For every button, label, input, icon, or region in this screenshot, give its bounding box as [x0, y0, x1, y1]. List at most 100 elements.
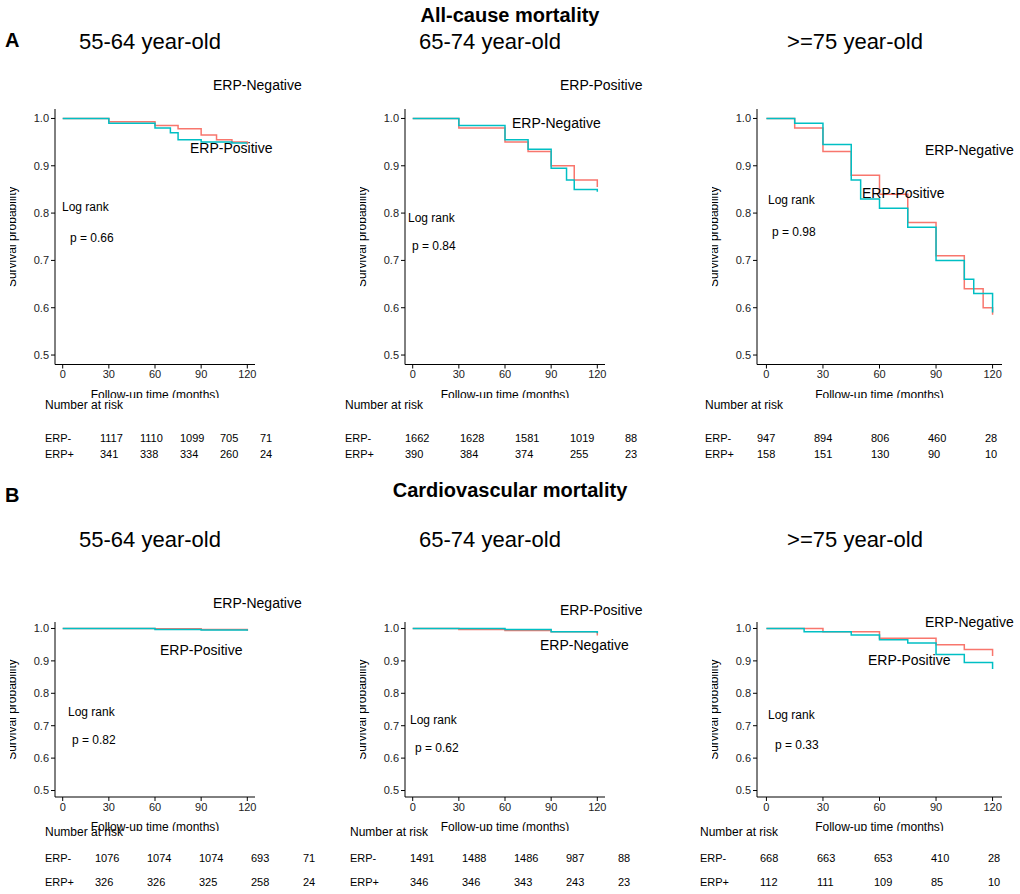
html-text:ERP-Positive: ERP-Positive [160, 642, 243, 658]
svg-text:1.0: 1.0 [384, 112, 399, 124]
svg-text:0.6: 0.6 [34, 752, 49, 764]
svg-text:0: 0 [763, 368, 769, 380]
svg-text:90: 90 [545, 800, 557, 812]
html-text:ERP-Negative: ERP-Negative [925, 614, 1014, 630]
svg-text:0.8: 0.8 [736, 206, 751, 218]
svg-text:0.7: 0.7 [736, 254, 751, 266]
svg-text:0.6: 0.6 [736, 752, 751, 764]
svg-text:90: 90 [195, 368, 207, 380]
svg-text:1.0: 1.0 [34, 622, 49, 634]
svg-text:0.5: 0.5 [736, 784, 751, 796]
svg-text:0.7: 0.7 [384, 254, 399, 266]
svg-text:0.5: 0.5 [384, 348, 399, 360]
html-text:55-64 year-old: 55-64 year-old [79, 527, 221, 552]
svg-text:120: 120 [983, 800, 1001, 812]
svg-text:90: 90 [930, 368, 942, 380]
html-text:B: B [5, 483, 20, 506]
svg-text:1.0: 1.0 [736, 112, 751, 124]
svg-text:0.9: 0.9 [384, 159, 399, 171]
svg-text:Follow-up time (months): Follow-up time (months) [815, 820, 944, 831]
svg-text:30: 30 [817, 800, 829, 812]
html-text:>=75 year-old: >=75 year-old [787, 527, 923, 552]
html-text:ERP-Negative: ERP-Negative [512, 115, 601, 131]
svg-text:Survival probability: Survival probability [10, 186, 19, 287]
svg-text:0.6: 0.6 [34, 301, 49, 313]
svg-text:120: 120 [983, 368, 1001, 380]
svg-text:120: 120 [238, 800, 256, 812]
svg-text:30: 30 [817, 368, 829, 380]
svg-text:0.6: 0.6 [736, 301, 751, 313]
svg-text:Follow-up time (months): Follow-up time (months) [441, 387, 570, 398]
svg-text:60: 60 [149, 800, 161, 812]
svg-text:0: 0 [763, 800, 769, 812]
svg-text:0.9: 0.9 [34, 159, 49, 171]
svg-text:Follow-up time (months): Follow-up time (months) [91, 387, 220, 398]
svg-text:Survival probability: Survival probability [360, 186, 369, 287]
svg-text:0.8: 0.8 [34, 206, 49, 218]
html-text:55-64 year-old: 55-64 year-old [79, 29, 221, 54]
svg-text:30: 30 [103, 800, 115, 812]
svg-text:Follow-up time (months): Follow-up time (months) [815, 387, 944, 398]
html-text:A: A [5, 28, 20, 51]
html-text:ERP-Positive: ERP-Positive [862, 185, 945, 201]
svg-text:0.6: 0.6 [384, 752, 399, 764]
svg-text:90: 90 [930, 800, 942, 812]
html-text:>=75 year-old: >=75 year-old [787, 29, 923, 54]
svg-text:0.9: 0.9 [34, 654, 49, 666]
html-text:All-cause mortality: All-cause mortality [420, 3, 600, 26]
svg-text:0.8: 0.8 [384, 206, 399, 218]
svg-text:0.7: 0.7 [34, 254, 49, 266]
svg-text:Survival probability: Survival probability [712, 659, 721, 760]
svg-text:Survival probability: Survival probability [10, 659, 19, 760]
svg-text:60: 60 [499, 368, 511, 380]
svg-text:0.9: 0.9 [736, 654, 751, 666]
svg-text:60: 60 [873, 368, 885, 380]
svg-text:90: 90 [545, 368, 557, 380]
svg-text:0.7: 0.7 [34, 719, 49, 731]
html-text:65-74 year-old: 65-74 year-old [419, 527, 561, 552]
svg-text:0.5: 0.5 [736, 348, 751, 360]
svg-text:120: 120 [238, 368, 256, 380]
svg-text:0.9: 0.9 [384, 654, 399, 666]
svg-text:0: 0 [410, 800, 416, 812]
html-text:ERP-Positive: ERP-Positive [868, 652, 951, 668]
html-text:ERP-Positive: ERP-Positive [190, 140, 273, 156]
svg-text:Survival probability: Survival probability [712, 186, 721, 287]
svg-text:0: 0 [410, 368, 416, 380]
svg-text:60: 60 [499, 800, 511, 812]
html-text:65-74 year-old: 65-74 year-old [419, 29, 561, 54]
svg-text:0.5: 0.5 [34, 348, 49, 360]
svg-text:1.0: 1.0 [736, 622, 751, 634]
svg-text:120: 120 [588, 800, 606, 812]
svg-text:0.5: 0.5 [34, 784, 49, 796]
svg-text:0.7: 0.7 [384, 719, 399, 731]
svg-text:0: 0 [60, 800, 66, 812]
html-text:Cardiovascular mortality: Cardiovascular mortality [392, 478, 628, 501]
html-text:ERP-Negative: ERP-Negative [213, 595, 302, 611]
svg-text:0.8: 0.8 [384, 687, 399, 699]
svg-text:30: 30 [453, 368, 465, 380]
html-text:ERP-Positive: ERP-Positive [560, 77, 643, 93]
svg-text:0.6: 0.6 [384, 301, 399, 313]
svg-text:0.8: 0.8 [736, 687, 751, 699]
svg-text:120: 120 [588, 368, 606, 380]
svg-text:60: 60 [873, 800, 885, 812]
svg-text:0.5: 0.5 [384, 784, 399, 796]
svg-text:Follow-up time (months): Follow-up time (months) [441, 820, 570, 831]
svg-text:0.8: 0.8 [34, 687, 49, 699]
svg-text:0.9: 0.9 [736, 159, 751, 171]
svg-text:60: 60 [149, 368, 161, 380]
svg-text:30: 30 [103, 368, 115, 380]
svg-text:0: 0 [60, 368, 66, 380]
html-text:Log rank: Log rank [62, 200, 109, 214]
svg-text:30: 30 [453, 800, 465, 812]
html-text:ERP-Positive: ERP-Positive [560, 602, 643, 618]
svg-text:Survival probability: Survival probability [360, 659, 369, 760]
svg-text:1.0: 1.0 [384, 622, 399, 634]
html-text:ERP-Negative: ERP-Negative [213, 77, 302, 93]
html-text:ERP-Negative: ERP-Negative [925, 142, 1014, 158]
svg-text:0.7: 0.7 [736, 719, 751, 731]
html-text:ERP-Negative: ERP-Negative [540, 637, 629, 653]
svg-text:90: 90 [195, 800, 207, 812]
svg-text:1.0: 1.0 [34, 112, 49, 124]
